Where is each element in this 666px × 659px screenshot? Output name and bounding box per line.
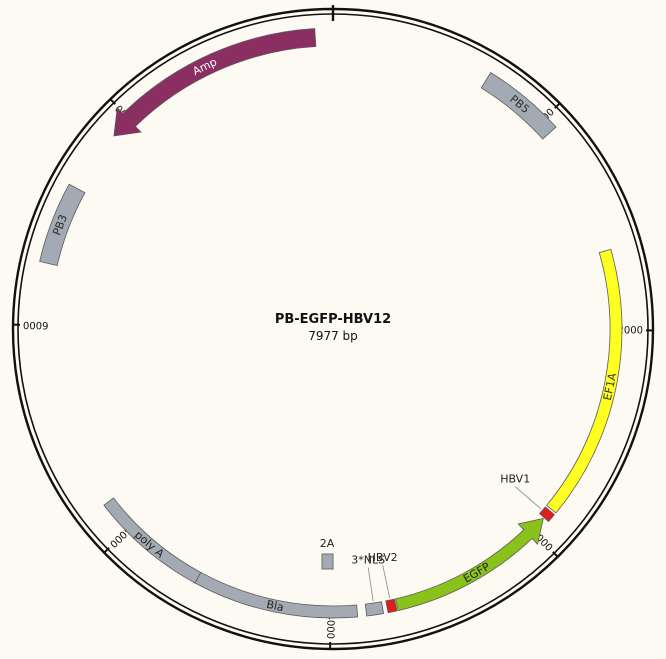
feature-ef1a: EF1A [546,248,623,514]
feature-hbv2-leader [382,564,391,599]
feature-bla: Bla [194,571,359,619]
tick-label-4000: 4000 [324,613,335,639]
feature-pb3-shape [39,183,86,266]
feature-amp-shape [113,28,317,137]
feature-hbv2: HBV2 [368,551,398,614]
feature-t2a: 2A [320,537,335,570]
feature-t2a-box [321,553,334,570]
feature-pbs-shape [480,72,557,140]
feature-amp: Amp [113,28,317,137]
tick-label-6000: 6000 [23,319,49,330]
plasmid-size: 7977 bp [308,329,358,343]
feature-egfp-shape [394,517,544,612]
tick-label-2000: 2000 [618,325,644,336]
feature-bla-label: Bla [265,598,285,614]
tick-mark-7000 [108,97,116,105]
feature-pb3-label: PB3 [50,213,70,237]
feature-nls-label: 3*NLS [351,553,385,566]
feature-hbv2-label: HBV2 [368,551,398,564]
feature-polya-shape [103,497,202,584]
feature-egfp: EGFP [394,517,544,612]
feature-pbs: PB5 [480,72,557,140]
tick-mark-3000 [552,551,560,559]
feature-hbv1-shape [539,506,556,523]
feature-t2a-label: 2A [320,537,335,550]
feature-hbv2-shape [385,598,398,614]
tick-mark-1000 [554,101,562,109]
feature-nls: 3*NLS [351,553,385,617]
plasmid-name: PB-EGFP-HBV12 [274,312,392,327]
feature-nls-shape [364,601,385,617]
feature-ef1a-shape [546,248,623,514]
feature-hbv1-label: HBV1 [500,473,530,486]
feature-ef1a-label: EF1A [601,371,619,401]
feature-pb3: PB3 [39,183,86,266]
tick-mark-5000 [102,547,110,555]
feature-hbv1: HBV1 [500,473,556,523]
feature-polya-label: poly A [132,528,167,560]
feature-hbv1-leader [514,486,542,510]
feature-nls-leader [367,567,374,602]
plasmid-backbone [11,5,655,651]
